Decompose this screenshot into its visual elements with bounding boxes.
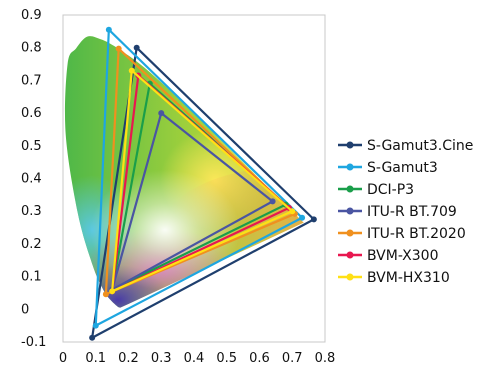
x-tick-label: 0.3 (151, 351, 172, 366)
gamut-line (111, 69, 293, 293)
gamut-vertex (109, 288, 116, 295)
y-tick-label: 0.9 (21, 8, 42, 23)
x-tick-label: 0.7 (282, 351, 303, 366)
legend-item: BVM-HX310 (338, 270, 450, 286)
x-axis-ticks: 0 0.1 0.2 0.3 0.4 0.5 0.6 0.7 0.8 (59, 351, 335, 366)
gamut-vertex (299, 214, 306, 221)
gamut-vertex (133, 44, 140, 51)
legend-swatch-dot (346, 229, 354, 237)
gamut-vertex (310, 216, 317, 223)
y-tick-label: 0.1 (21, 270, 42, 285)
legend-label: BVM-HX310 (367, 270, 450, 286)
gamut-line (104, 47, 296, 296)
legend-swatch-dot (346, 185, 354, 193)
gamut-vertex (105, 26, 112, 33)
gamut-vertex (128, 67, 135, 74)
legend-swatch-dot (346, 207, 354, 215)
y-tick-label: 0 (21, 302, 29, 317)
y-tick-label: 0.2 (21, 237, 42, 252)
x-tick-label: 0.8 (315, 351, 336, 366)
gamut-line (91, 46, 315, 339)
x-tick-label: 0.6 (249, 351, 270, 366)
gamut-vertex (158, 110, 165, 117)
gamut-vertex (89, 334, 96, 341)
legend-label: BVM-X300 (367, 248, 439, 264)
legend-label: ITU-R BT.709 (367, 204, 457, 220)
y-axis-ticks: -0.1 0 0.1 0.2 0.3 0.4 0.5 0.6 0.7 0.8 0.9 (21, 8, 46, 350)
plot-frame (62, 14, 326, 343)
x-tick-label: 0.4 (184, 351, 205, 366)
x-tick-label: 0 (59, 351, 67, 366)
legend-item: ITU-R BT.709 (338, 204, 457, 220)
legend-swatch-dot (346, 141, 354, 149)
gamut-line (94, 28, 303, 327)
legend-swatch-dot (346, 251, 354, 259)
gamut-vertex (269, 198, 276, 205)
gamut-s-gamut3 (92, 26, 306, 329)
legend-label: S-Gamut3.Cine (367, 138, 473, 154)
legend-swatch-dot (346, 273, 354, 281)
y-tick-label: 0.6 (21, 106, 42, 121)
y-tick-label: 0.3 (21, 204, 42, 219)
gamut-triangles (89, 26, 317, 341)
y-tick-label: 0.8 (21, 41, 42, 56)
y-tick-label: 0.4 (21, 172, 42, 187)
gamut-vertex (92, 322, 99, 329)
gamut-vertex (289, 208, 296, 215)
x-tick-label: 0.5 (216, 351, 237, 366)
gamut-vertex (102, 291, 109, 298)
x-tick-label: 0.1 (85, 351, 106, 366)
legend-label: ITU-R BT.2020 (367, 226, 466, 242)
legend-label: S-Gamut3 (367, 160, 438, 176)
legend-item: DCI-P3 (338, 182, 414, 198)
y-tick-label: 0.7 (21, 73, 42, 88)
legend-swatch-dot (346, 163, 354, 171)
gamut-line (111, 111, 274, 291)
x-tick-label: 0.2 (118, 351, 139, 366)
y-tick-label: -0.1 (21, 335, 46, 350)
gamut-bvm-hx310 (109, 67, 296, 295)
legend-item: S-Gamut3.Cine (338, 138, 473, 154)
legend-label: DCI-P3 (367, 182, 414, 198)
legend: S-Gamut3.Cine S-Gamut3 DCI-P3 ITU-R BT.709 I… (338, 138, 473, 286)
y-tick-label: 0.5 (21, 139, 42, 154)
legend-item: ITU-R BT.2020 (338, 226, 466, 242)
gamut-s-gamut3-cine (89, 44, 317, 341)
legend-item: S-Gamut3 (338, 160, 438, 176)
legend-item: BVM-X300 (338, 248, 439, 264)
gamut-vertex (115, 45, 122, 52)
